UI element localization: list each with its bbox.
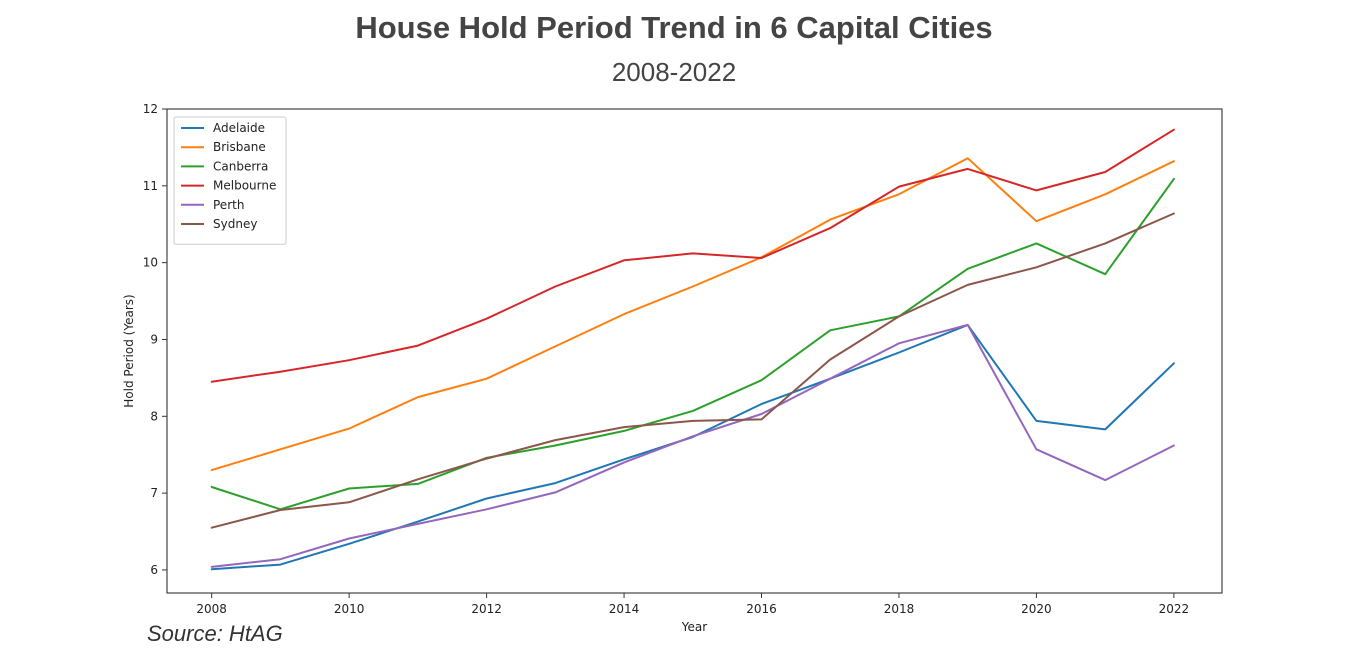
legend-label-perth: Perth [213, 198, 244, 212]
legend-label-canberra: Canberra [213, 159, 268, 173]
y-axis-label: Hold Period (Years) [122, 294, 136, 407]
y-tick-label: 11 [143, 179, 158, 193]
plot-area [166, 108, 1223, 594]
series-line-perth [210, 323, 1175, 568]
legend-label-melbourne: Melbourne [213, 179, 276, 193]
plot-frame [166, 108, 1223, 594]
legend-label-brisbane: Brisbane [213, 140, 266, 154]
legend-box [173, 116, 287, 245]
x-axis-label: Year [681, 620, 707, 634]
y-tick-label: 10 [143, 256, 158, 270]
x-tick-label: 2014 [609, 602, 640, 616]
x-tick-label: 2018 [884, 602, 915, 616]
x-tick-label: 2016 [746, 602, 777, 616]
series-line-canberra [210, 177, 1175, 511]
y-tick-label: 8 [150, 409, 158, 423]
x-tick-label: 2010 [334, 602, 365, 616]
axes-group: 2008 2010 2012 2014 2016 2018 2020 2022 6 7 8 9 10 11… [122, 102, 1189, 634]
y-tick-label: 9 [150, 332, 158, 346]
y-tick-label: 7 [150, 486, 158, 500]
chart-subtitle: 2008-2022 [611, 57, 737, 87]
legend-label-adelaide: Adelaide [213, 121, 265, 135]
x-tick-label: 2020 [1021, 602, 1052, 616]
series-line-melbourne [210, 128, 1175, 383]
x-tick-label: 2012 [471, 602, 502, 616]
series-group [210, 128, 1175, 571]
y-tick-label: 6 [150, 563, 158, 577]
x-tick-label: 2022 [1159, 602, 1190, 616]
legend: Adelaide Brisbane Canberra Melbourne Perth Sy… [173, 116, 287, 245]
series-line-sydney [210, 212, 1175, 529]
chart-title: House Hold Period Trend in 6 Capital Cit… [355, 10, 993, 45]
y-tick-label: 12 [143, 102, 158, 116]
series-line-brisbane [210, 157, 1175, 472]
x-tick-label: 2008 [196, 602, 227, 616]
legend-label-sydney: Sydney [213, 217, 257, 231]
source-note: Source: HtAG [147, 621, 283, 646]
